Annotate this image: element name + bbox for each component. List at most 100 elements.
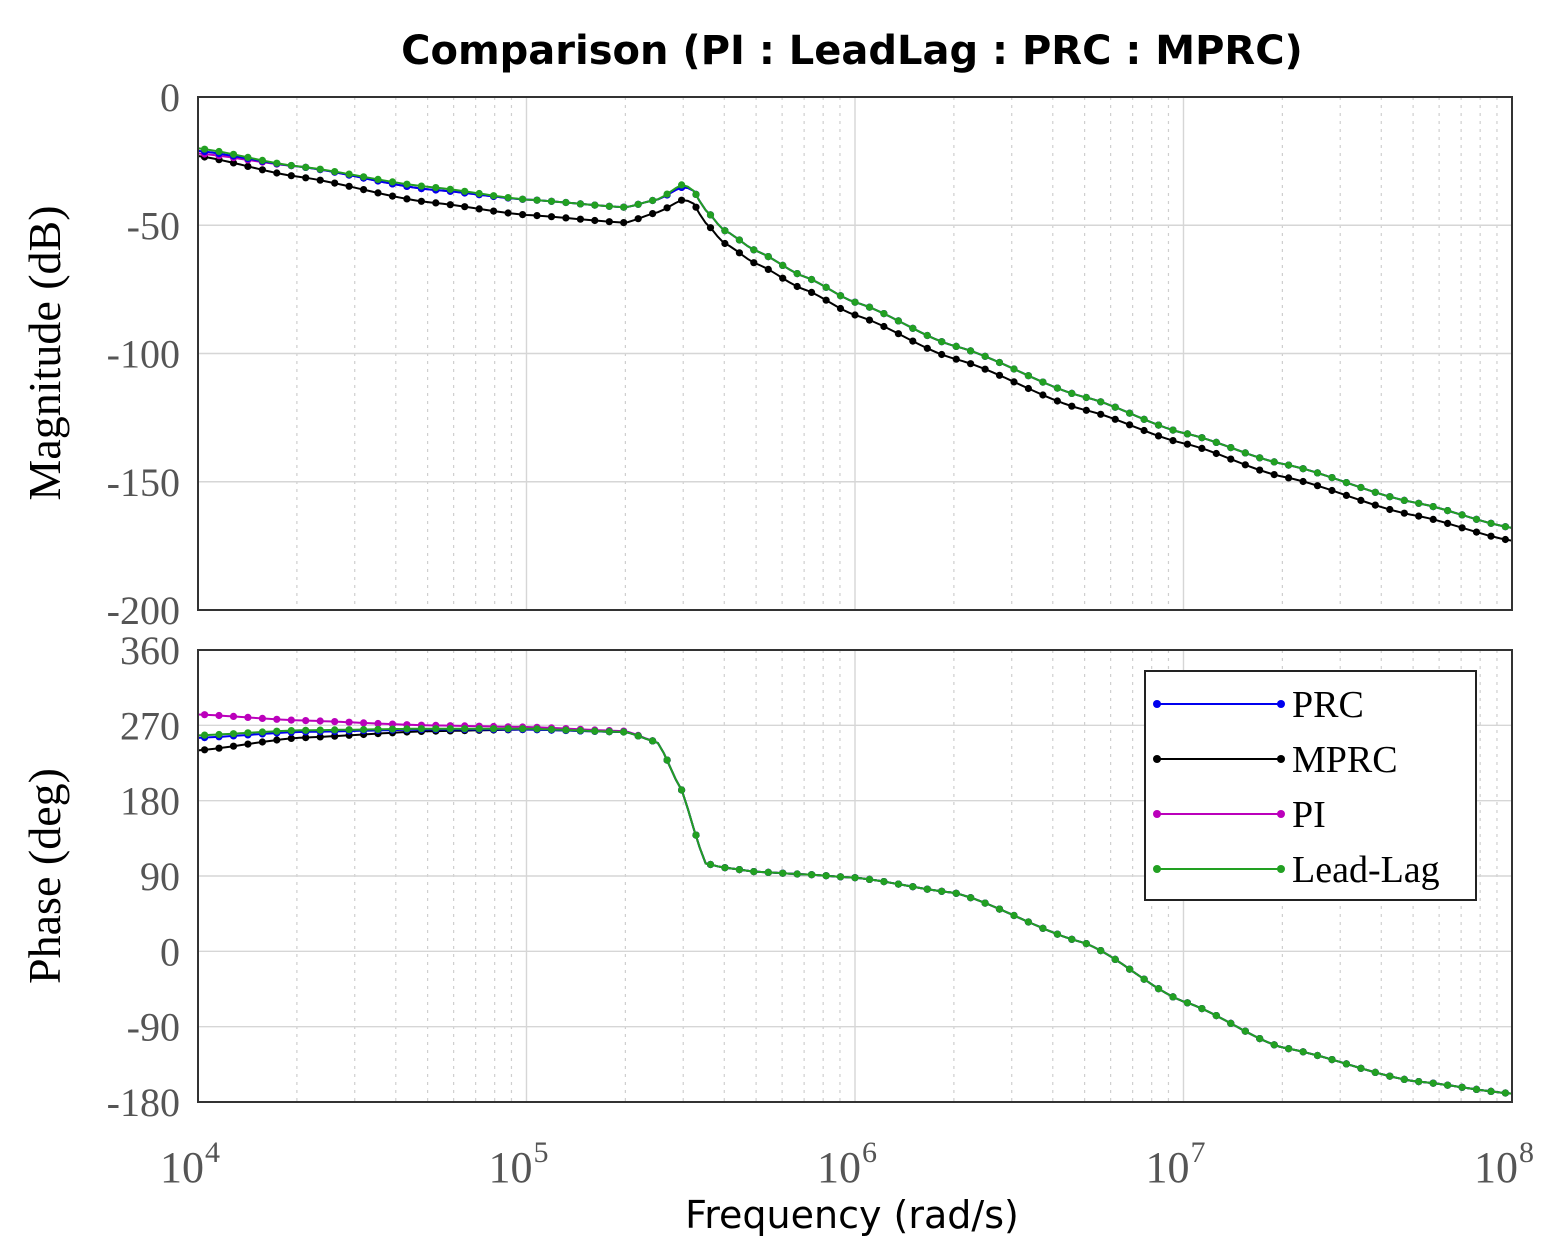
data-point (1458, 511, 1466, 519)
data-point (244, 713, 252, 722)
data-point (1386, 505, 1394, 514)
data-point (345, 182, 353, 190)
data-point (923, 331, 931, 340)
data-point (446, 185, 454, 193)
data-point (1227, 444, 1235, 452)
data-point (1328, 1056, 1336, 1064)
data-point (1429, 1079, 1437, 1087)
data-point (1285, 474, 1293, 482)
data-point (1415, 1078, 1423, 1086)
data-point (417, 725, 425, 733)
data-point (432, 184, 440, 192)
legend-label: PI (1292, 794, 1326, 836)
x-tick-label: 104 (160, 1136, 220, 1192)
data-point (981, 899, 989, 907)
data-point (1039, 391, 1047, 399)
data-point (1400, 1075, 1408, 1083)
data-point (302, 163, 310, 171)
legend-swatch-marker (1153, 865, 1161, 873)
data-point (880, 322, 888, 331)
data-point (894, 880, 903, 888)
data-point (1285, 1045, 1293, 1053)
data-point (1357, 483, 1365, 492)
data-point (1429, 515, 1437, 524)
legend-swatch-marker (1153, 700, 1161, 708)
data-point (967, 894, 975, 902)
data-point (562, 198, 570, 207)
data-point (331, 168, 339, 176)
data-point (388, 178, 397, 186)
data-point (822, 296, 830, 304)
data-point (995, 371, 1004, 379)
data-point (287, 161, 295, 170)
data-point (215, 711, 223, 720)
mag-series-mprc (197, 153, 1513, 544)
y-tick-label: 0 (160, 929, 180, 974)
data-point (1313, 469, 1322, 477)
data-point (822, 283, 830, 291)
data-point (706, 860, 715, 869)
data-point (793, 282, 801, 291)
legend-item-mprc: MPRC (1153, 739, 1398, 781)
data-point (1299, 477, 1307, 486)
data-point (1154, 421, 1163, 429)
data-point (576, 726, 585, 735)
data-point (1140, 415, 1148, 423)
data-point (432, 725, 440, 733)
data-point (1097, 398, 1105, 406)
data-point (678, 786, 686, 794)
data-point (967, 360, 975, 368)
data-point (403, 725, 411, 733)
data-point (1183, 440, 1191, 448)
data-point (388, 725, 397, 733)
magnitude-y-ticks: 0 -50 -100 -150 -200 (107, 75, 180, 633)
data-point (258, 738, 266, 746)
data-point (1444, 519, 1452, 528)
data-point (1183, 430, 1191, 438)
data-point (678, 196, 686, 204)
data-point (1415, 512, 1423, 520)
data-point (475, 189, 483, 198)
data-point (1429, 503, 1437, 511)
data-point (620, 203, 628, 211)
data-point (374, 175, 382, 183)
data-point (576, 215, 585, 223)
data-point (808, 871, 816, 879)
y-tick-label: -50 (127, 203, 180, 248)
data-point (1169, 426, 1177, 434)
data-point (1357, 1064, 1365, 1072)
data-point (808, 288, 816, 296)
data-point (1415, 499, 1423, 507)
data-point (273, 727, 281, 735)
data-point (764, 253, 772, 261)
data-point (605, 728, 613, 736)
data-point (1501, 535, 1509, 544)
legend-label: Lead-Lag (1292, 849, 1440, 891)
data-point (1154, 432, 1163, 440)
phase-axes-box (197, 649, 1513, 1103)
phase-y-label: Phase (deg) (19, 768, 70, 984)
data-point (1169, 437, 1177, 445)
data-point (1111, 955, 1119, 964)
data-point (851, 874, 859, 882)
data-point (995, 358, 1004, 367)
data-point (1126, 965, 1134, 973)
data-point (201, 145, 209, 153)
legend-swatch-marker (1153, 810, 1161, 818)
data-point (1126, 409, 1134, 417)
data-point (1270, 471, 1278, 479)
data-point (244, 740, 252, 748)
data-point (1198, 444, 1206, 452)
data-point (865, 875, 874, 884)
data-point (1342, 1060, 1350, 1068)
data-point (1313, 482, 1322, 490)
data-point (1328, 474, 1336, 482)
data-point (1357, 496, 1365, 504)
data-point (1458, 524, 1466, 532)
legend-swatch-marker (1277, 700, 1285, 708)
data-point (258, 156, 266, 164)
data-point (244, 162, 252, 170)
data-point (1487, 519, 1495, 527)
